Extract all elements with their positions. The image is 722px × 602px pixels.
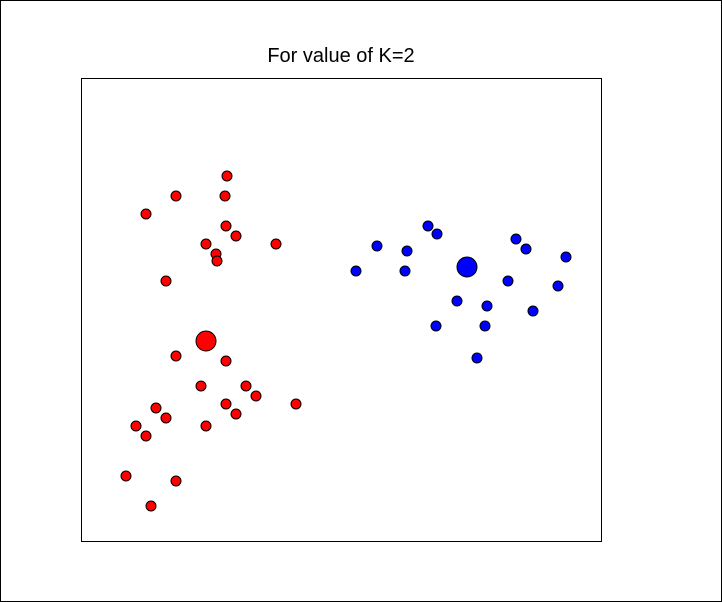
cluster-2-point-2 <box>431 228 443 240</box>
cluster-2-point-5 <box>520 243 532 255</box>
cluster-1-point-17 <box>220 398 232 410</box>
cluster-2-point-6 <box>401 245 413 257</box>
cluster-1-point-16 <box>250 390 262 402</box>
cluster-2-point-9 <box>399 265 411 277</box>
cluster-1-centroid <box>195 330 217 352</box>
cluster-1-point-18 <box>290 398 302 410</box>
cluster-2-point-4 <box>371 240 383 252</box>
cluster-2-point-10 <box>502 275 514 287</box>
cluster-1-point-10 <box>211 255 223 267</box>
cluster-2-point-14 <box>527 305 539 317</box>
cluster-1-point-26 <box>170 475 182 487</box>
cluster-1-point-11 <box>160 275 172 287</box>
cluster-2-point-13 <box>481 300 493 312</box>
cluster-2-centroid <box>456 256 478 278</box>
cluster-1-point-19 <box>150 402 162 414</box>
cluster-1-point-2 <box>170 190 182 202</box>
cluster-1-point-23 <box>200 420 212 432</box>
cluster-2-point-11 <box>552 280 564 292</box>
cluster-1-point-1 <box>221 170 233 182</box>
cluster-2-point-1 <box>422 220 434 232</box>
cluster-1-point-27 <box>145 500 157 512</box>
cluster-1-point-8 <box>270 238 282 250</box>
cluster-1-point-24 <box>140 430 152 442</box>
cluster-2-point-17 <box>471 352 483 364</box>
cluster-2-point-7 <box>560 251 572 263</box>
cluster-1-point-15 <box>240 380 252 392</box>
cluster-1-point-22 <box>130 420 142 432</box>
cluster-1-point-13 <box>220 355 232 367</box>
cluster-1-point-3 <box>219 190 231 202</box>
cluster-2-point-16 <box>479 320 491 332</box>
cluster-1-point-5 <box>220 220 232 232</box>
cluster-1-point-4 <box>140 208 152 220</box>
cluster-1-point-6 <box>230 230 242 242</box>
chart-title: For value of K=2 <box>267 45 415 67</box>
cluster-2-point-12 <box>451 295 463 307</box>
cluster-1-point-20 <box>230 408 242 420</box>
cluster-2-point-8 <box>350 265 362 277</box>
cluster-1-point-12 <box>170 350 182 362</box>
cluster-2-point-15 <box>430 320 442 332</box>
cluster-1-point-21 <box>160 412 172 424</box>
cluster-2-point-3 <box>510 233 522 245</box>
cluster-1-point-25 <box>120 470 132 482</box>
plot-frame <box>81 78 602 542</box>
cluster-1-point-7 <box>200 238 212 250</box>
points-layer <box>120 170 572 512</box>
cluster-1-point-14 <box>195 380 207 392</box>
